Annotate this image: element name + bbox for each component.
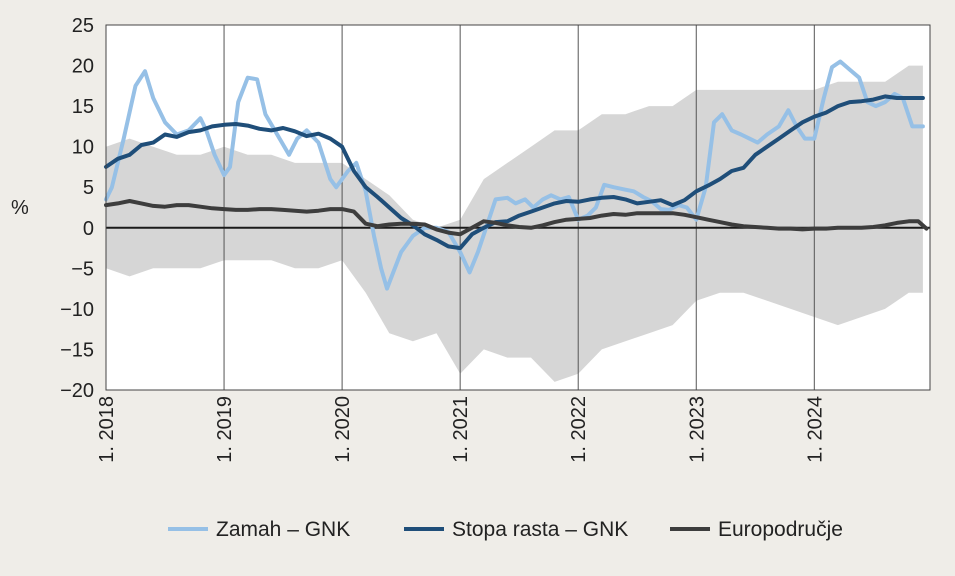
series-line-1 [104,59,925,291]
y-tick-label: 15 [72,96,94,118]
y-tick-label: 0 [83,218,94,240]
legend: Zamah – GNK Stopa rasta – GNK Europodručje [168,518,843,541]
legend-label: Stopa rasta – GNK [452,518,628,541]
x-tick-label: 1. 2023 [686,396,708,463]
y-tick-label: 25 [72,15,94,37]
y-tick-label: −20 [60,380,94,402]
x-tick-label: 1. 2018 [96,396,118,463]
y-tick-label: 10 [72,137,94,159]
plot-border [105,24,931,391]
range-band [106,65,923,382]
series-line-2 [104,94,925,251]
y-tick-label: −10 [60,299,94,321]
legend-label: Zamah – GNK [216,518,350,541]
y-axis-label: % [11,197,29,219]
y-tick-label: −15 [60,339,94,361]
x-tick-label: 1. 2021 [450,396,472,463]
x-tick-label: 1. 2022 [568,396,590,463]
y-tick-label: 5 [83,177,94,199]
y-tick-label: −5 [71,258,94,280]
x-tick-label: 1. 2020 [332,396,354,463]
x-tick-label: 1. 2024 [804,396,826,463]
series-layer [104,59,929,291]
legend-label: Europodručje [718,518,843,541]
axis-layer: 25 20 15 10 5 0 −5 −10 −15 −201. 2018 1. 2019 1. 20… [60,15,931,463]
series-line-3 [104,199,929,237]
y-tick-label: 20 [72,56,94,78]
x-tick-label: 1. 2019 [214,396,236,463]
